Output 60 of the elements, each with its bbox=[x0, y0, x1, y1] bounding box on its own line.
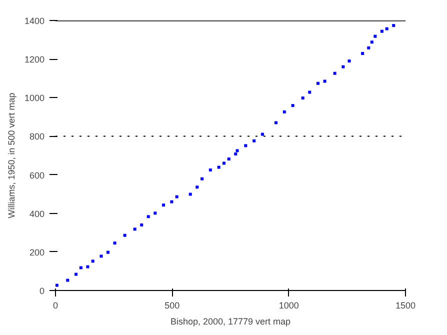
point bbox=[162, 204, 166, 207]
point bbox=[113, 242, 116, 245]
point bbox=[392, 24, 396, 28]
point bbox=[217, 166, 220, 169]
y-tick-label: 400 bbox=[29, 208, 45, 219]
point bbox=[282, 110, 286, 114]
point bbox=[291, 104, 294, 108]
point bbox=[333, 72, 336, 75]
y-tick-label: 1000 bbox=[24, 93, 45, 104]
point bbox=[380, 30, 384, 33]
y-tick-label: 0 bbox=[39, 286, 45, 296]
point bbox=[200, 177, 204, 180]
point bbox=[100, 254, 103, 258]
point bbox=[86, 265, 90, 268]
point bbox=[106, 250, 110, 254]
point bbox=[361, 52, 364, 55]
point bbox=[222, 162, 226, 165]
point bbox=[227, 157, 230, 160]
x-tick-label: 1000 bbox=[278, 300, 299, 310]
point bbox=[260, 132, 264, 136]
y-tick-label: 800 bbox=[29, 132, 45, 142]
point bbox=[175, 195, 178, 198]
point bbox=[66, 278, 70, 282]
point bbox=[252, 139, 256, 142]
point bbox=[133, 228, 136, 231]
point bbox=[196, 186, 199, 189]
x-tick-label: 500 bbox=[164, 300, 180, 310]
point bbox=[301, 96, 304, 100]
point bbox=[370, 40, 374, 44]
x-tick-label: 1500 bbox=[395, 300, 416, 310]
point bbox=[367, 46, 370, 50]
point bbox=[56, 284, 58, 287]
point bbox=[274, 121, 278, 124]
y-tick-label: 1400 bbox=[24, 16, 45, 26]
y-tick-label: 600 bbox=[29, 170, 45, 180]
point bbox=[140, 223, 144, 226]
point bbox=[208, 168, 212, 172]
point bbox=[170, 200, 174, 204]
x-axis-title: Bishop, 2000, 17779 vert map bbox=[170, 316, 291, 326]
point bbox=[91, 260, 94, 263]
y-tick-label: 1200 bbox=[24, 54, 45, 65]
point bbox=[385, 27, 388, 30]
point bbox=[146, 215, 150, 218]
point bbox=[342, 65, 345, 68]
point bbox=[234, 152, 238, 156]
point bbox=[316, 82, 320, 85]
point bbox=[154, 212, 157, 215]
point bbox=[123, 234, 126, 237]
point bbox=[374, 34, 377, 38]
y-tick-label: 200 bbox=[29, 247, 45, 258]
point bbox=[244, 144, 248, 148]
point bbox=[74, 272, 78, 276]
x-tick-label: 0 bbox=[52, 300, 58, 310]
y-axis-title: Williams, 1950, in 500 vert map bbox=[6, 92, 16, 218]
point bbox=[188, 192, 192, 196]
point bbox=[236, 149, 239, 152]
point bbox=[348, 60, 351, 62]
point bbox=[308, 90, 312, 94]
point bbox=[323, 80, 326, 83]
point bbox=[79, 266, 82, 270]
